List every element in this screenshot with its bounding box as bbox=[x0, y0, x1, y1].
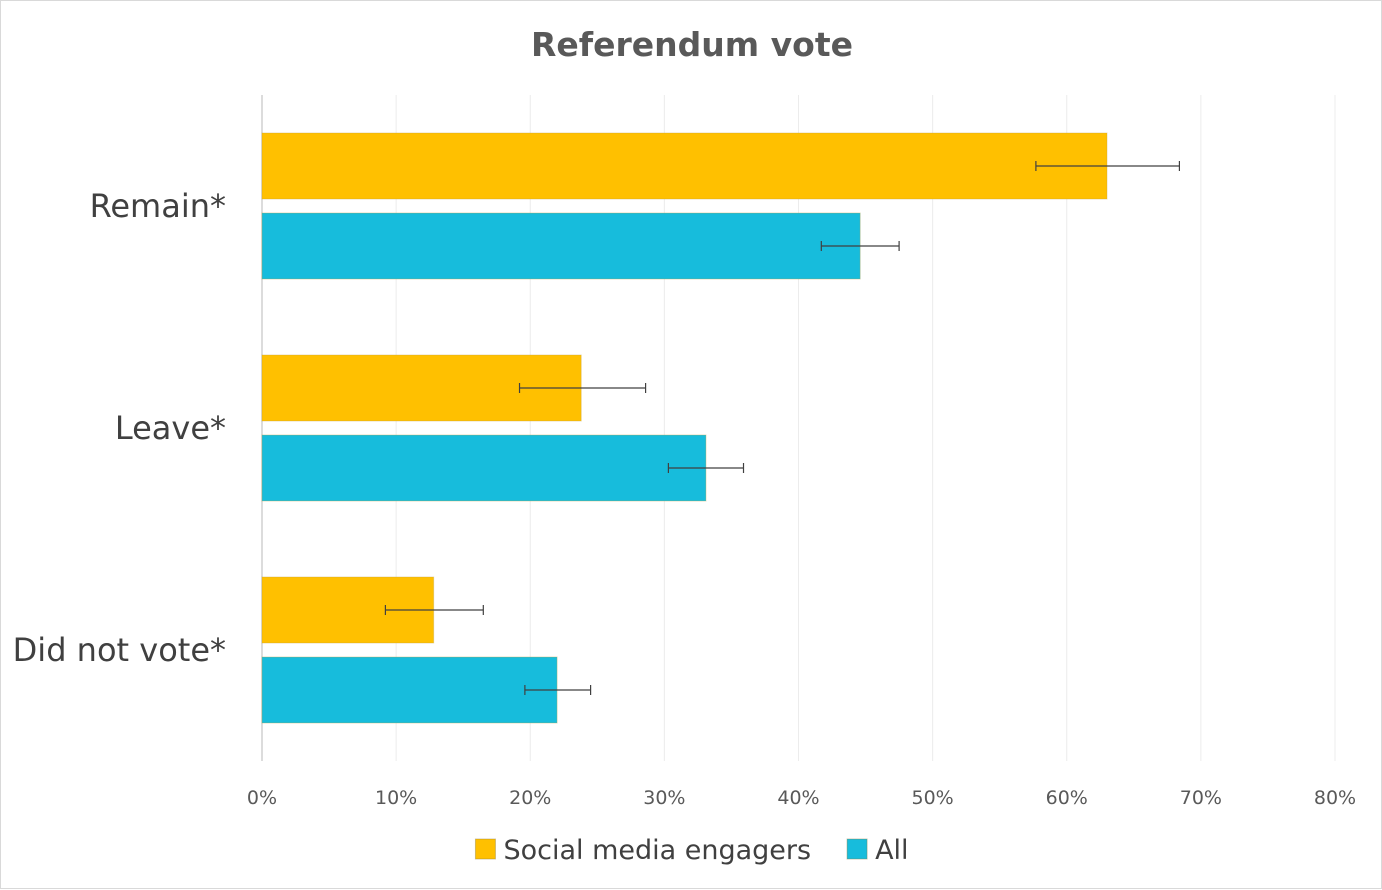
tick-label: 70% bbox=[1180, 787, 1222, 809]
gridlines bbox=[261, 95, 1336, 761]
legend-swatch bbox=[846, 838, 868, 860]
tick-label: 0% bbox=[247, 787, 277, 809]
category-label: Did not vote* bbox=[13, 631, 226, 669]
tick-label: 60% bbox=[1046, 787, 1088, 809]
tick-label: 30% bbox=[643, 787, 685, 809]
bar bbox=[261, 132, 1108, 200]
tick-label: 10% bbox=[375, 787, 417, 809]
tick-label: 40% bbox=[777, 787, 819, 809]
bar bbox=[261, 434, 707, 502]
tick-labels: 0% 10% 20% 30% 40% 50% 60% 70% 80% bbox=[247, 787, 1356, 809]
legend: Social media engagers All bbox=[474, 835, 909, 866]
legend-label: All bbox=[875, 835, 908, 866]
tick-label: 80% bbox=[1314, 787, 1356, 809]
category-label: Leave* bbox=[115, 409, 226, 447]
category-label: Remain* bbox=[90, 187, 226, 225]
legend-swatch bbox=[474, 838, 496, 860]
bar bbox=[261, 656, 558, 724]
chart-title: Referendum vote bbox=[531, 25, 853, 64]
tick-label: 20% bbox=[509, 787, 551, 809]
category-labels: Remain* Leave* Did not vote* bbox=[13, 187, 226, 669]
legend-entry: Social media engagers bbox=[474, 835, 811, 866]
legend-entry: All bbox=[846, 835, 909, 866]
legend-label: Social media engagers bbox=[503, 835, 811, 866]
error-bars bbox=[384, 161, 1181, 695]
bars bbox=[261, 132, 1108, 724]
bar bbox=[261, 212, 861, 280]
tick-label: 50% bbox=[912, 787, 954, 809]
